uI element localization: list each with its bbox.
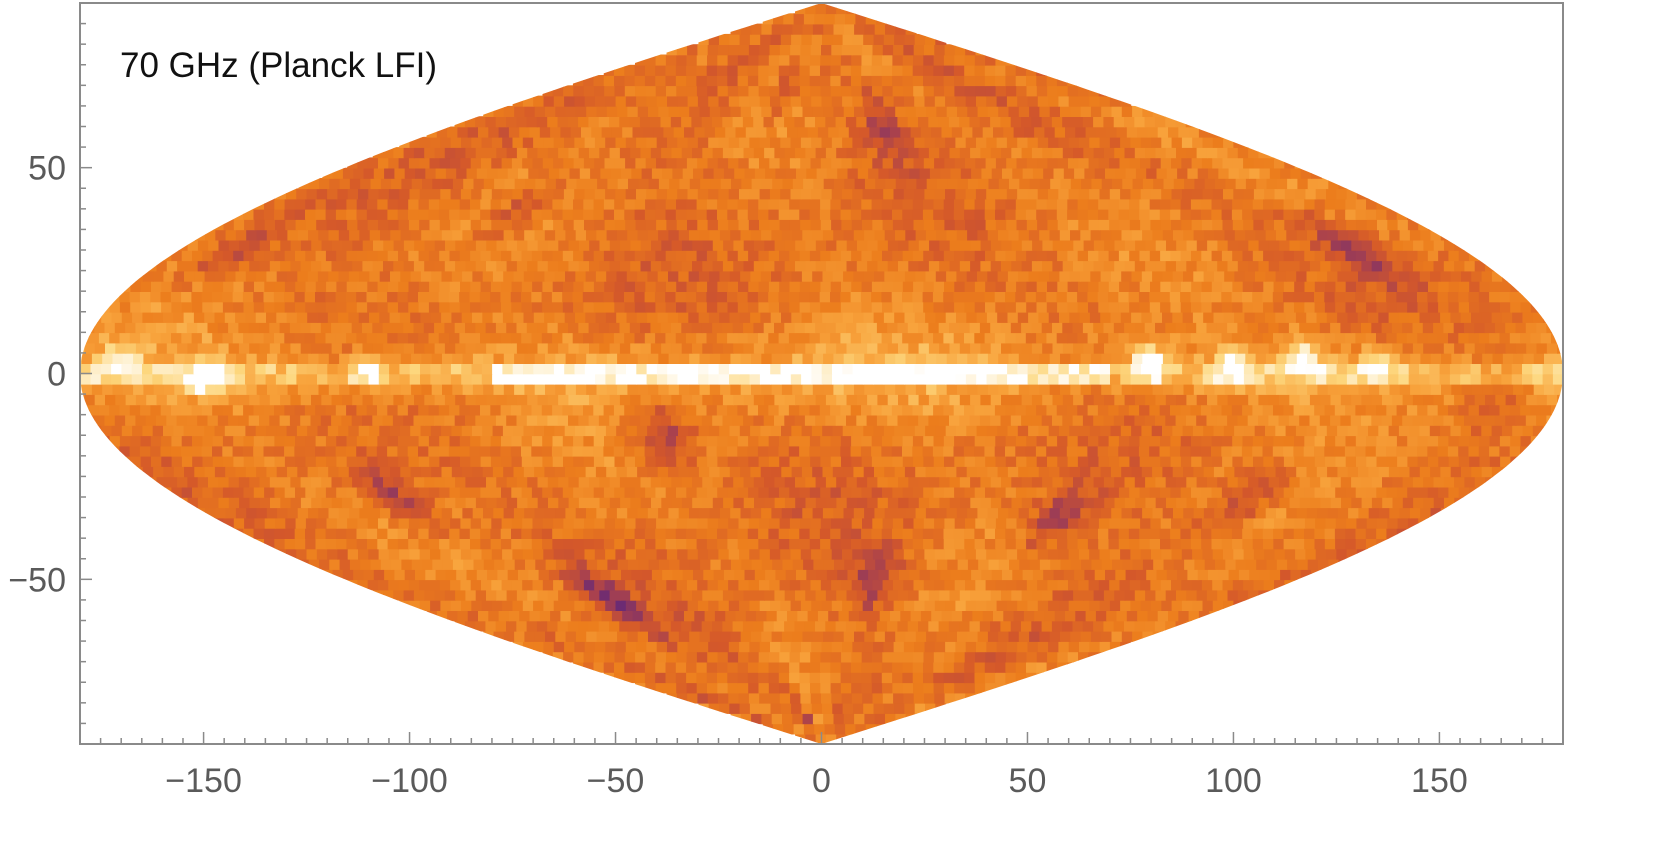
x-axis: −150 −100 −50 0 50 100 150 [101, 732, 1543, 800]
map-title: 70 GHz (Planck LFI) [120, 46, 437, 85]
y-tick-label: 0 [47, 356, 66, 394]
sky-map-pixels [70, 3, 1579, 745]
y-tick-label: 50 [28, 150, 66, 188]
x-tick-label: −150 [165, 762, 242, 800]
x-tick-label: 150 [1411, 762, 1468, 800]
x-tick-label: 50 [1009, 762, 1047, 800]
x-tick-label: −50 [587, 762, 645, 800]
x-tick-label: −100 [371, 762, 448, 800]
x-tick-label: 100 [1205, 762, 1262, 800]
x-tick-label: 0 [812, 762, 831, 800]
y-tick-label: −50 [8, 561, 66, 599]
